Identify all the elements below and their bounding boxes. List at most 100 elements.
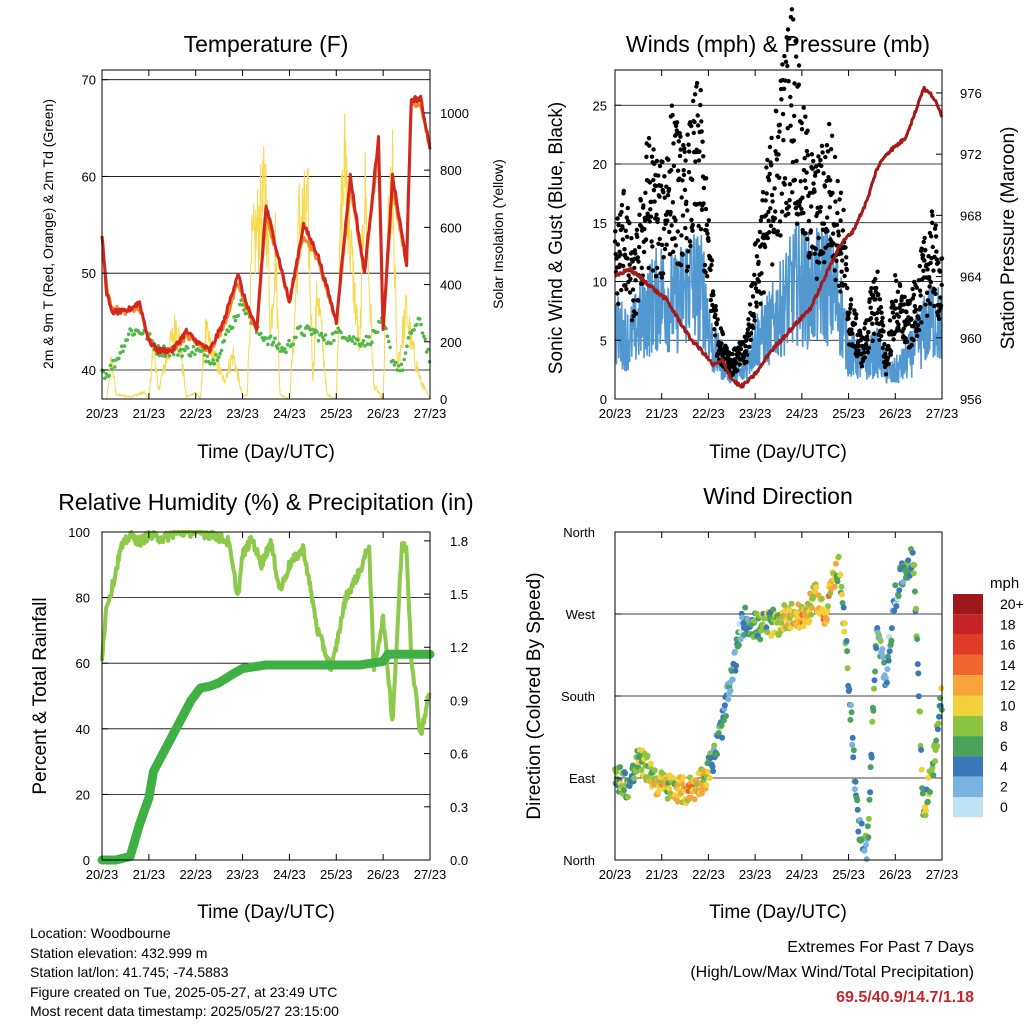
direction-point (881, 659, 888, 666)
gust-point (625, 205, 630, 211)
gust-point (930, 213, 935, 218)
gust-point (627, 220, 632, 226)
gust-point (651, 188, 657, 193)
dewpoint-point (191, 344, 196, 349)
gust-point (838, 190, 844, 195)
gust-point (758, 301, 763, 306)
gust-point (891, 315, 897, 320)
gust-point (651, 147, 656, 152)
gust-point (696, 158, 702, 163)
gust-point (793, 39, 798, 44)
temperature-ytick-label: 50 (82, 266, 96, 281)
gust-point (790, 160, 796, 165)
direction-point (825, 603, 831, 610)
gust-point (689, 217, 694, 223)
gust-point (820, 150, 825, 155)
gust-point (698, 227, 704, 232)
gust-point (616, 222, 621, 228)
gust-point (930, 244, 935, 250)
gust-point (928, 279, 934, 285)
dewpoint-point (277, 342, 281, 346)
direction-point (870, 707, 877, 714)
wind-legend-label: 14 (1000, 657, 1016, 673)
direction-point (617, 764, 623, 771)
dewpoint-point (309, 332, 314, 337)
direction-point (910, 570, 917, 577)
gust-point (782, 182, 787, 187)
direction-point (711, 742, 718, 749)
gust-point (647, 219, 652, 224)
direction-point (847, 716, 854, 723)
gust-point (832, 154, 838, 160)
dewpoint-point (401, 368, 405, 373)
direction-point (624, 794, 631, 801)
gust-point (685, 208, 690, 213)
direction-point (735, 642, 742, 649)
gust-point (779, 97, 784, 102)
gust-point (684, 268, 690, 273)
gust-point (863, 342, 869, 347)
gust-point (686, 170, 692, 175)
gust-point (833, 199, 838, 204)
gust-point (710, 302, 715, 308)
gust-point (844, 255, 849, 260)
dewpoint-point (129, 329, 134, 333)
dewpoint-point (330, 332, 335, 336)
gust-point (648, 207, 653, 212)
gust-point (822, 260, 827, 265)
gust-point (806, 218, 812, 224)
direction-point (844, 648, 851, 655)
temperature-xtick-label: 21/23 (133, 406, 166, 421)
direction-point (698, 790, 705, 797)
direction-point (674, 798, 681, 805)
direction-point (732, 648, 738, 655)
temperature-y2tick-label: 400 (440, 278, 462, 293)
humidity-y2tick-label: 1.5 (450, 587, 468, 602)
gust-point (891, 337, 896, 342)
gust-point (924, 290, 930, 295)
gust-point (651, 177, 656, 183)
gust-point (922, 235, 927, 241)
direction-point (873, 645, 880, 652)
gust-point (756, 279, 762, 284)
humidity-ytick-label: 100 (68, 525, 90, 540)
dewpoint-point (346, 338, 350, 343)
gust-point (763, 198, 768, 203)
direction-point (934, 726, 941, 733)
winds-xlabel: Time (Day/UTC) (709, 442, 847, 463)
dewpoint-point (271, 340, 276, 345)
gust-point (936, 260, 941, 265)
winds-xtick-label: 25/23 (832, 406, 865, 421)
direction-point (739, 614, 746, 621)
gust-point (792, 81, 797, 86)
gust-point (763, 213, 769, 218)
gust-point (754, 254, 760, 259)
gust-point (679, 233, 684, 238)
gust-point (874, 316, 879, 322)
gust-point (664, 242, 669, 247)
dewpoint-point (214, 352, 218, 357)
humidity-y2tick-label: 0.9 (450, 693, 468, 708)
gust-point (767, 230, 772, 235)
gust-point (841, 207, 846, 213)
gust-point (916, 327, 922, 333)
direction-point (913, 605, 919, 612)
gust-point (814, 276, 819, 281)
gust-point (791, 17, 796, 22)
gust-point (695, 123, 701, 128)
dewpoint-point (278, 349, 283, 353)
gust-point (710, 289, 716, 294)
gust-point (687, 149, 692, 154)
gust-point (629, 236, 634, 241)
dewpoint-point (205, 354, 210, 359)
dewpoint-point (176, 353, 180, 357)
gust-point (906, 321, 911, 326)
gust-point (877, 297, 883, 302)
direction-point (932, 758, 939, 765)
gust-point (869, 286, 874, 291)
direction-ytick-label: West (566, 607, 596, 622)
dewpoint-point (423, 337, 428, 342)
direction-point (917, 708, 923, 715)
direction-point (865, 834, 872, 841)
gust-point (761, 290, 766, 295)
